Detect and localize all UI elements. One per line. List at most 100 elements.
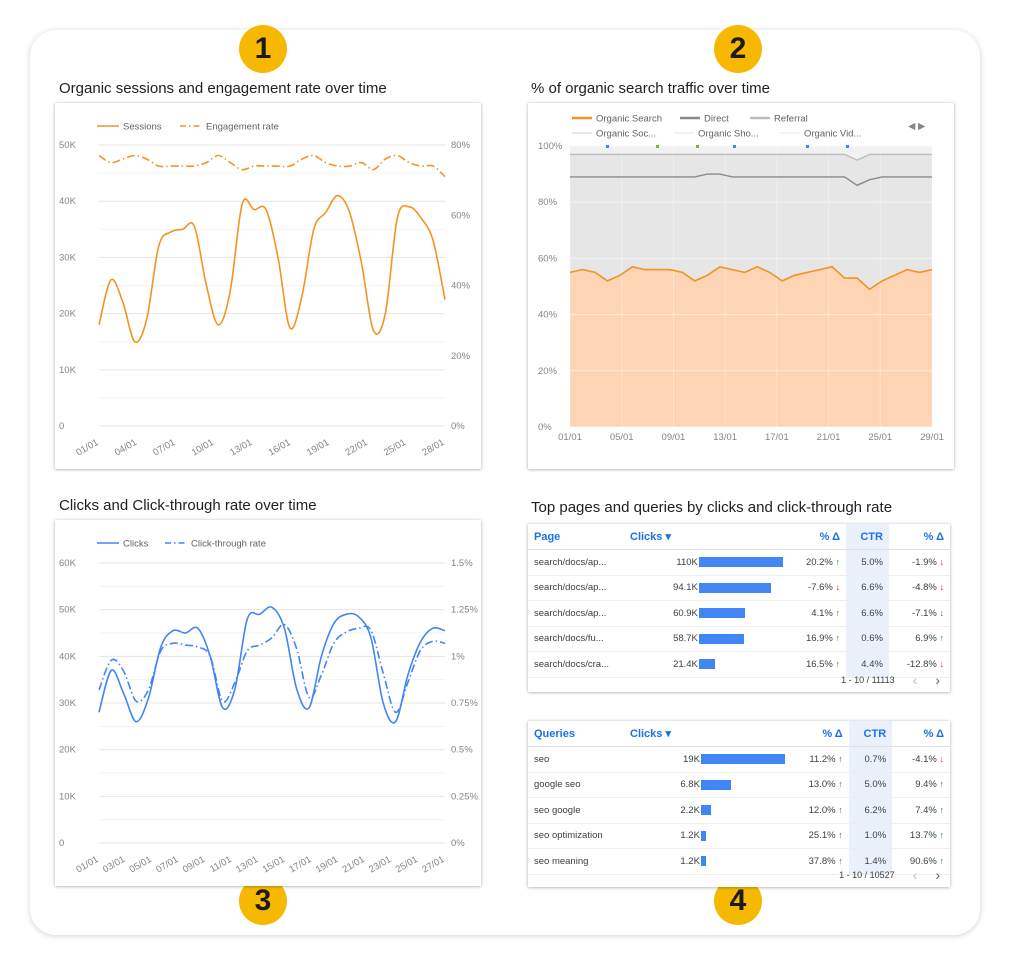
pages-pager-prev-button[interactable]: ‹ <box>912 672 918 688</box>
arrow-up-icon: ↑ <box>835 607 841 618</box>
table-row[interactable]: search/docs/fu... 58.7K 16.9% ↑ 0.6% 6.9% ↑ <box>528 626 950 652</box>
series-line-referral <box>570 153 932 161</box>
legend-label: Direct <box>704 114 729 125</box>
clicks-value: 60.9K <box>673 607 698 619</box>
badge-1: 1 <box>239 25 287 73</box>
section-title-traffic: % of organic search traffic over time <box>531 80 770 97</box>
y-tick-label: 30K <box>59 698 77 709</box>
table-row[interactable]: seo meaning 1.2K 37.8% ↑ 1.4% 90.6% ↑ <box>528 848 950 875</box>
x-tick-label: 22/01 <box>344 437 370 458</box>
col-ctr-delta-header[interactable]: % Δ <box>888 524 950 550</box>
col-clicks-delta-header[interactable]: % Δ <box>790 721 849 747</box>
y-tick-label: 50K <box>59 140 77 151</box>
row-name: seo google <box>528 797 624 824</box>
annotation-marker <box>846 145 849 148</box>
y2-tick-label: 20% <box>451 351 471 362</box>
y-tick-label: 0 <box>59 838 64 849</box>
row-name: seo meaning <box>528 848 624 875</box>
annotation-marker <box>696 145 699 148</box>
x-tick-label: 19/01 <box>305 437 331 458</box>
x-tick-label: 28/01 <box>420 437 446 458</box>
arrow-down-icon: ↓ <box>939 607 945 618</box>
x-tick-label: 01/01 <box>74 437 100 458</box>
col-name-header[interactable]: Queries <box>528 721 624 747</box>
clicks-value: 1.2K <box>680 830 700 842</box>
row-clicks-delta: 37.8% ↑ <box>790 848 849 875</box>
table-row[interactable]: search/docs/cra... 21.4K 16.5% ↑ 4.4% -12.8%… <box>528 651 950 678</box>
clicks-bar <box>700 754 785 765</box>
col-clicks-header[interactable]: Clicks ▾ <box>624 524 789 550</box>
table-row[interactable]: search/docs/ap... 94.1K -7.6% ↓ 6.6% -4.8% ↓ <box>528 575 950 601</box>
x-tick-label: 16/01 <box>267 437 293 458</box>
x-tick-label: 13/01 <box>234 854 260 875</box>
row-name: seo optimization <box>528 823 624 849</box>
row-ctr: 6.2% <box>848 797 893 824</box>
col-clicks-delta-header[interactable]: % Δ <box>788 524 847 550</box>
x-tick-label: 07/01 <box>151 437 177 458</box>
arrow-up-icon: ↑ <box>835 633 841 644</box>
series-line-clicks <box>98 606 446 724</box>
arrow-up-icon: ↑ <box>838 804 843 815</box>
legend-label: Engagement rate <box>206 122 279 133</box>
col-ctr-header[interactable]: CTR <box>848 721 893 747</box>
table-row[interactable]: seo 19K 11.2% ↑ 0.7% -4.1% ↓ <box>528 746 950 773</box>
y-tick-label: 80% <box>538 197 558 208</box>
col-name-header[interactable]: Page <box>528 524 624 550</box>
col-clicks-header[interactable]: Clicks ▾ <box>624 721 791 747</box>
legend-page-arrows[interactable]: ◀ ▶ <box>908 121 926 132</box>
row-clicks: 58.7K <box>624 626 789 652</box>
row-clicks-delta: 12.0% ↑ <box>790 797 849 824</box>
y-tick-label: 100% <box>538 141 563 152</box>
x-tick-label: 25/01 <box>868 432 892 443</box>
section-title-top-pages: Top pages and queries by clicks and clic… <box>531 499 893 516</box>
y2-tick-label: 0% <box>451 421 465 432</box>
queries-pager-next-button[interactable]: › <box>935 867 940 883</box>
y-tick-label: 20% <box>538 366 558 377</box>
organic-traffic-share-chart: 0% 20% 40% 60% 80% 100% 01/01 05/01 09/01 13/01 17… <box>538 114 944 444</box>
clicks-bar <box>698 608 746 619</box>
y2-tick-label: 1.5% <box>451 558 473 569</box>
row-ctr: 5.0% <box>846 549 889 576</box>
x-tick-label: 01/01 <box>74 854 100 875</box>
y-tick-label: 10K <box>59 365 77 376</box>
arrow-down-icon: ↓ <box>939 556 945 567</box>
clicks-value: 110K <box>676 556 698 568</box>
table-row[interactable]: seo google 2.2K 12.0% ↑ 6.2% 7.4% ↑ <box>528 797 950 824</box>
section-title-sessions: Organic sessions and engagement rate ove… <box>59 80 387 97</box>
arrow-down-icon: ↓ <box>939 582 945 593</box>
table-row[interactable]: seo optimization 1.2K 25.1% ↑ 1.0% 13.7% ↑ <box>528 823 950 849</box>
clicks-bar <box>700 830 707 841</box>
arrow-up-icon: ↑ <box>838 830 843 841</box>
legend-label: Organic Soc... <box>596 129 656 140</box>
row-clicks: 19K <box>624 746 791 773</box>
table-row[interactable]: search/docs/ap... 110K 20.2% ↑ 5.0% -1.9% ↓ <box>528 549 950 576</box>
clicks-chart-panel: 0 10K 20K 30K 40K 50K 60K 0% 0.25% 0.5% 0.75% 1% 1.2… <box>55 520 481 886</box>
y-tick-label: 20K <box>59 309 77 320</box>
row-ctr-delta: -4.1% ↓ <box>892 746 950 773</box>
row-ctr: 1.0% <box>848 823 893 849</box>
clicks-bar <box>700 856 707 867</box>
row-ctr-delta: 6.9% ↑ <box>888 626 950 652</box>
col-ctr-delta-header[interactable]: % Δ <box>892 721 950 747</box>
queries-pager-prev-button[interactable]: ‹ <box>912 867 918 883</box>
clicks-bar <box>698 659 716 670</box>
col-ctr-header[interactable]: CTR <box>846 524 889 550</box>
y-tick-label: 60K <box>59 558 77 569</box>
annotation-marker <box>656 145 659 148</box>
x-tick-label: 01/01 <box>558 432 582 443</box>
table-row[interactable]: search/docs/ap... 60.9K 4.1% ↑ 6.6% -7.1% ↓ <box>528 600 950 627</box>
x-tick-label: 07/01 <box>154 854 180 875</box>
table-row[interactable]: google seo 6.8K 13.0% ↑ 5.0% 9.4% ↑ <box>528 772 950 798</box>
x-tick-label: 15/01 <box>261 854 287 875</box>
clicks-value: 1.2K <box>680 855 700 867</box>
arrow-up-icon: ↑ <box>939 855 945 866</box>
arrow-up-icon: ↑ <box>939 633 945 644</box>
y2-tick-label: 0.25% <box>451 791 478 802</box>
row-ctr: 1.4% <box>848 848 893 875</box>
x-tick-label: 13/01 <box>228 437 254 458</box>
x-tick-label: 25/01 <box>382 437 408 458</box>
x-tick-label: 11/01 <box>208 854 233 875</box>
clicks-bar <box>700 779 731 790</box>
pages-pager-next-button[interactable]: › <box>935 672 940 688</box>
series-line-engagement-rate <box>98 154 446 178</box>
